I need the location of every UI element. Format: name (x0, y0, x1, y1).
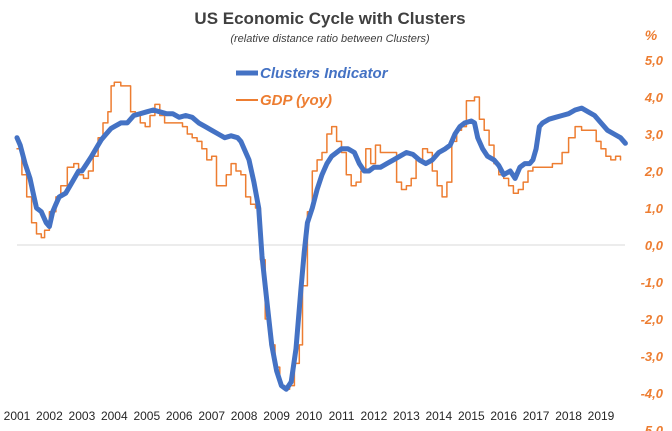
chart-title: US Economic Cycle with Clusters (194, 9, 465, 28)
x-tick-label: 2018 (555, 409, 582, 423)
x-tick-label: 2002 (36, 409, 63, 423)
x-tick-label: 2003 (69, 409, 96, 423)
x-tick-label: 2014 (425, 409, 452, 423)
y-tick-label: 2,0 (644, 164, 664, 179)
x-tick-label: 2019 (588, 409, 615, 423)
x-tick-label: 2001 (4, 409, 31, 423)
y-tick-label: -5,0 (641, 423, 664, 431)
legend-label-clusters: Clusters Indicator (260, 65, 389, 82)
x-tick-label: 2010 (296, 409, 323, 423)
x-tick-label: 2004 (101, 409, 128, 423)
x-tick-label: 2005 (133, 409, 160, 423)
x-tick-label: 2015 (458, 409, 485, 423)
series-line-clusters (14, 105, 628, 392)
y-tick-label: 0,0 (645, 238, 664, 253)
x-tick-label: 2009 (263, 409, 290, 423)
y-tick-label: -4,0 (641, 386, 664, 401)
y-tick-label: -1,0 (641, 275, 664, 290)
y-tick-label: 5,0 (645, 53, 664, 68)
x-tick-label: 2013 (393, 409, 420, 423)
x-tick-label: 2016 (490, 409, 517, 423)
y-tick-label: 4,0 (644, 90, 664, 105)
x-tick-label: 2017 (523, 409, 550, 423)
x-tick-label: 2012 (361, 409, 388, 423)
x-tick-label: 2011 (329, 409, 355, 423)
x-tick-label: 2007 (198, 409, 225, 423)
y-tick-label: -2,0 (641, 312, 664, 327)
series-group (14, 81, 628, 392)
y-axis-ticks: 5,0 4,0 3,0 2,0 1,0 0,0 -1,0 -2,0 -3,0 -4,0 -5,0 (641, 53, 664, 431)
y-tick-label: 1,0 (645, 201, 664, 216)
x-tick-label: 2008 (231, 409, 258, 423)
legend-label-gdp: GDP (yoy) (260, 92, 332, 109)
x-axis-ticks: 2001 2002 2003 2004 2005 2006 2007 2008 2009 2010… (4, 409, 615, 423)
y-tick-label: -3,0 (641, 349, 664, 364)
x-tick-label: 2006 (166, 409, 193, 423)
legend: Clusters Indicator GDP (yoy) (236, 65, 389, 109)
y-tick-label: 3,0 (645, 127, 664, 142)
chart-subtitle: (relative distance ratio between Cluster… (230, 33, 430, 45)
y-axis-unit: % (645, 27, 658, 43)
